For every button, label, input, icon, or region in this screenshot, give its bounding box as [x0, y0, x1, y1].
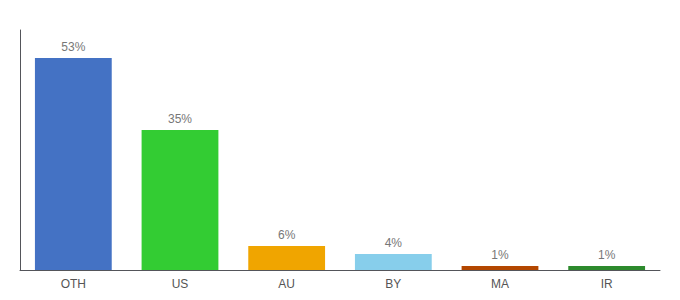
svg-text:IR: IR: [601, 277, 613, 291]
svg-text:OTH: OTH: [61, 277, 86, 291]
svg-text:53%: 53%: [61, 40, 85, 54]
svg-text:AU: AU: [278, 277, 295, 291]
svg-text:MA: MA: [491, 277, 509, 291]
svg-text:BY: BY: [385, 277, 401, 291]
svg-text:35%: 35%: [168, 112, 192, 126]
svg-text:6%: 6%: [278, 228, 296, 242]
svg-text:1%: 1%: [491, 248, 509, 262]
svg-text:US: US: [172, 277, 189, 291]
svg-text:1%: 1%: [598, 248, 616, 262]
svg-text:4%: 4%: [385, 236, 403, 250]
